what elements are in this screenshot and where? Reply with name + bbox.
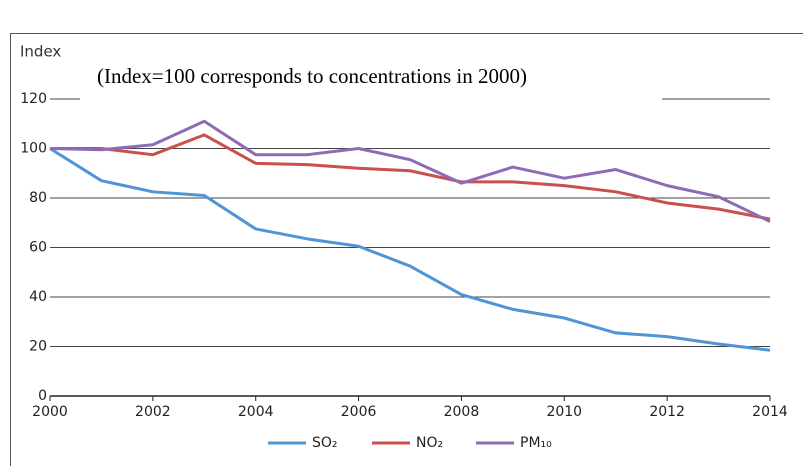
- y-tick-label: 100: [20, 141, 47, 157]
- x-tick-label: 2002: [135, 404, 171, 420]
- x-tick-label: 2008: [444, 404, 480, 420]
- y-tick-label: 80: [29, 190, 47, 206]
- x-tick-label: 2014: [752, 404, 788, 420]
- legend-label: NO₂: [416, 435, 443, 451]
- x-tick-label: 2012: [649, 404, 685, 420]
- legend-label: SO₂: [312, 435, 338, 451]
- y-tick-label: 40: [29, 289, 47, 305]
- y-axis-label: Index: [20, 43, 61, 61]
- y-tick-label: 120: [20, 91, 47, 107]
- x-tick-label: 2004: [238, 404, 274, 420]
- series-line: [49, 147, 771, 352]
- chart-title: (Index=100 corresponds to concentrations…: [97, 64, 527, 88]
- series-line: [50, 133, 771, 221]
- x-tick-label: 2010: [546, 404, 582, 420]
- series-line: [49, 119, 771, 223]
- frame: [10, 33, 803, 466]
- title-background: [80, 62, 662, 110]
- legend-label: PM₁₀: [520, 435, 552, 451]
- x-tick-label: 2000: [32, 404, 68, 420]
- y-tick-label: 0: [38, 388, 47, 404]
- y-tick-label: 60: [29, 240, 47, 256]
- y-tick-label: 20: [29, 339, 47, 355]
- x-tick-label: 2006: [341, 404, 377, 420]
